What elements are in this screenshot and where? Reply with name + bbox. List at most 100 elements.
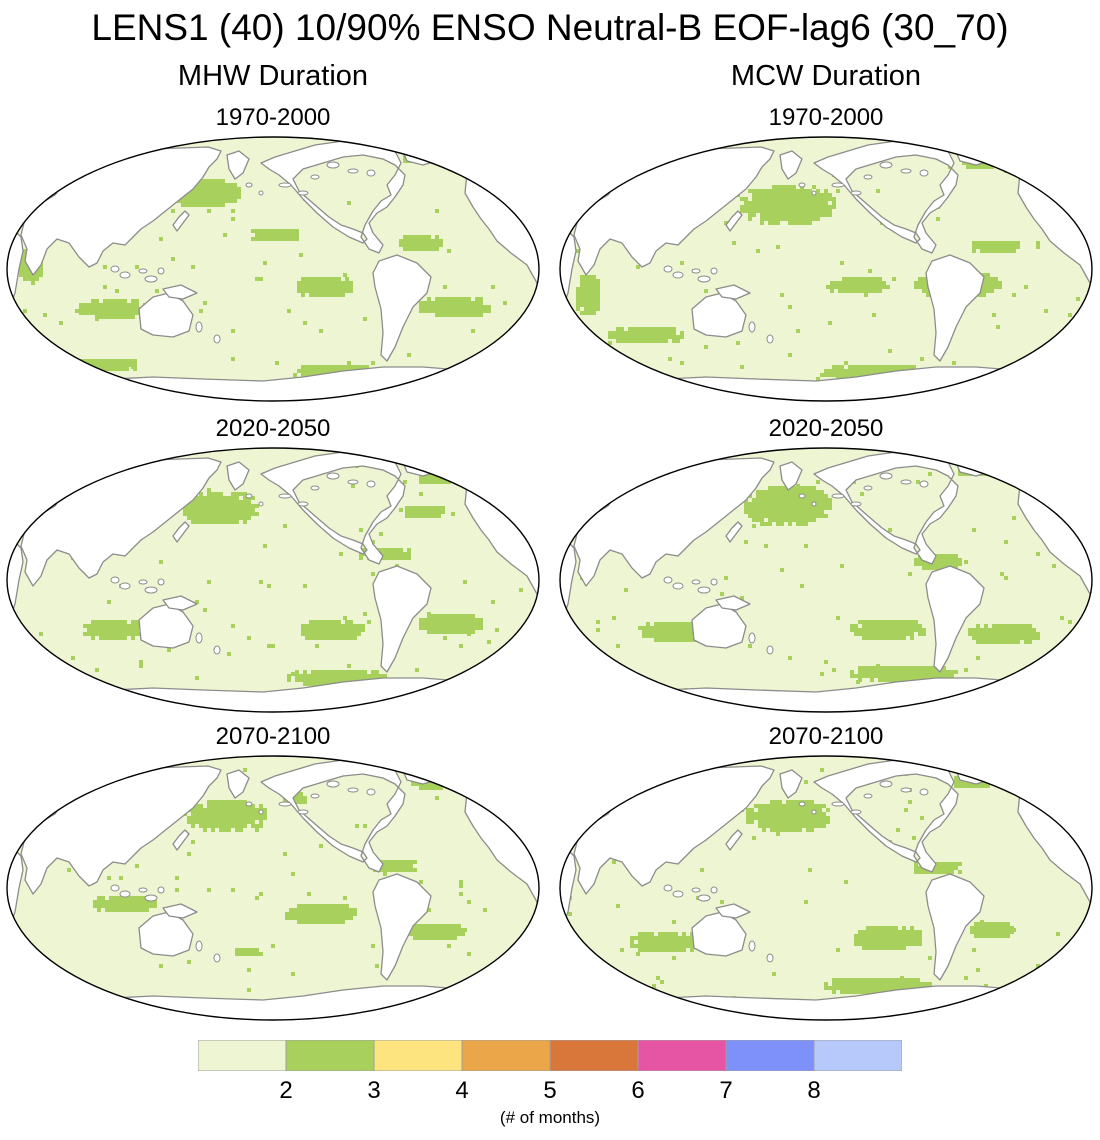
japan-land (725, 521, 743, 543)
island (811, 501, 817, 507)
island (798, 801, 806, 807)
island (811, 190, 817, 196)
kamchatka-land (779, 461, 803, 491)
colorbar-swatch (725, 1040, 815, 1071)
north-america-land (260, 451, 406, 565)
island (157, 886, 165, 894)
island (879, 780, 893, 788)
colorbar-tick-label: 5 (543, 1077, 557, 1104)
world-map (6, 447, 540, 713)
japan-land (725, 210, 743, 232)
island (879, 472, 893, 480)
anomaly-region (183, 800, 267, 832)
globe-outline (559, 447, 1093, 713)
anomaly-region (630, 932, 706, 952)
island (297, 501, 309, 507)
australia-land (691, 292, 747, 338)
island (900, 479, 912, 485)
anomaly-region (576, 275, 600, 315)
australia-land (138, 911, 194, 957)
colorbar-swatch (549, 1040, 639, 1071)
island (672, 890, 684, 898)
australia-land (691, 911, 747, 957)
island (766, 334, 774, 344)
island (863, 174, 873, 180)
island (691, 579, 701, 585)
island (110, 576, 120, 584)
colorbar-swatch (461, 1040, 551, 1071)
island (119, 271, 131, 279)
island (748, 940, 756, 952)
island (900, 787, 912, 793)
north-america-land (260, 759, 406, 873)
island (811, 809, 817, 815)
japan-land (725, 829, 743, 851)
island (326, 472, 340, 480)
north-america-land (813, 140, 959, 254)
island (900, 168, 912, 174)
colorbar-swatch (373, 1040, 463, 1071)
island (850, 190, 862, 196)
anomaly-region (968, 624, 1040, 644)
island (278, 182, 292, 188)
island (663, 884, 673, 892)
south-america-land (925, 254, 985, 362)
island (138, 268, 148, 274)
ocean-background (7, 137, 539, 401)
colorbar-tick-label: 8 (807, 1077, 821, 1104)
island (879, 161, 893, 169)
island (748, 632, 756, 644)
anomaly-region (405, 506, 445, 518)
island (195, 940, 203, 952)
map-panel-mhw-2070-2100: 2070-2100 (3, 722, 543, 1022)
island (831, 182, 845, 188)
colorbar-tick-label: 4 (455, 1077, 469, 1104)
island (138, 579, 148, 585)
map-panel-mcw-1970-2000: 1970-2000 (556, 103, 1096, 403)
japan-land (172, 829, 190, 851)
japan-land (172, 210, 190, 232)
new-guinea-land (162, 595, 198, 611)
island (710, 578, 718, 586)
island (919, 480, 929, 488)
colorbar-swatch (637, 1040, 727, 1071)
island (663, 576, 673, 584)
figure-title: LENS1 (40) 10/90% ENSO Neutral-B EOF-lag… (91, 7, 1009, 48)
island (347, 787, 359, 793)
island (245, 801, 253, 807)
island (691, 268, 701, 274)
island (119, 582, 131, 590)
island (366, 788, 376, 796)
island (245, 182, 253, 188)
island (144, 894, 158, 902)
south-america-land (372, 873, 432, 981)
island (110, 265, 120, 273)
column-title-mcw: MCW Duration (730, 60, 922, 92)
island (831, 493, 845, 499)
island (919, 169, 929, 177)
island (347, 479, 359, 485)
panel-title: 1970-2000 (215, 104, 331, 131)
anomaly-region (744, 486, 832, 526)
island (347, 168, 359, 174)
island (258, 501, 264, 507)
anomaly-region (419, 614, 483, 634)
island (310, 793, 320, 799)
colorbar-swatch (285, 1040, 375, 1071)
anomaly-region (179, 492, 259, 524)
island (366, 480, 376, 488)
kamchatka-land (226, 461, 250, 491)
kamchatka-land (779, 769, 803, 799)
new-guinea-land (715, 903, 751, 919)
north-america-land (813, 451, 959, 565)
world-map (6, 136, 540, 402)
column-title-mhw: MHW Duration (177, 60, 369, 92)
island (157, 267, 165, 275)
island (672, 582, 684, 590)
map-panel-mhw-1970-2000: 1970-2000 (3, 103, 543, 403)
island (297, 190, 309, 196)
ocean-background (560, 448, 1092, 712)
island (144, 586, 158, 594)
island (213, 334, 221, 344)
island (863, 485, 873, 491)
